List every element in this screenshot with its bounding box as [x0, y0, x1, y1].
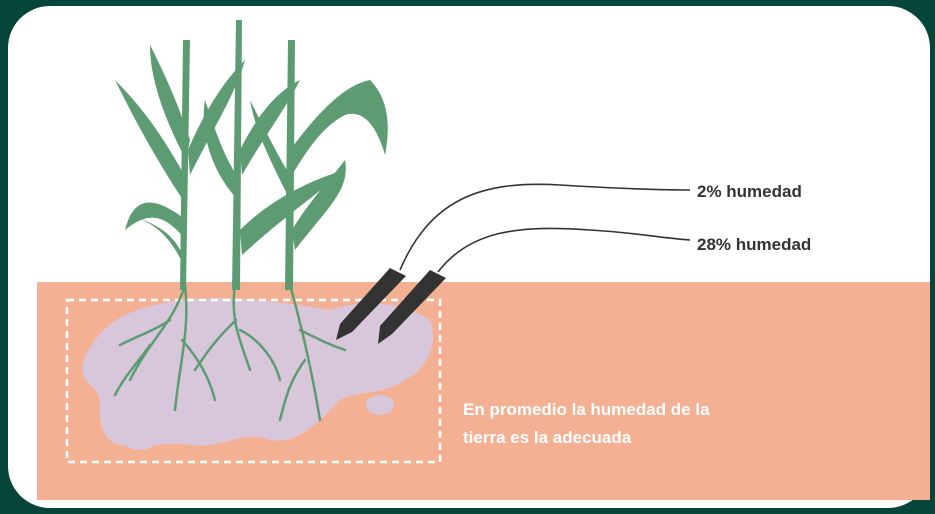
moist-zone — [124, 430, 156, 450]
note-line: En promedio la humedad de la — [463, 400, 710, 419]
diagram: 2% humedad 28% humedad En promedio la hu… — [0, 0, 935, 514]
note-line: tierra es la adecuada — [463, 428, 632, 447]
moist-zone — [366, 395, 394, 415]
sensor-label: 2% humedad — [697, 182, 802, 201]
page: 2% humedad 28% humedad En promedio la hu… — [0, 0, 935, 514]
sensor-label: 28% humedad — [697, 235, 811, 254]
